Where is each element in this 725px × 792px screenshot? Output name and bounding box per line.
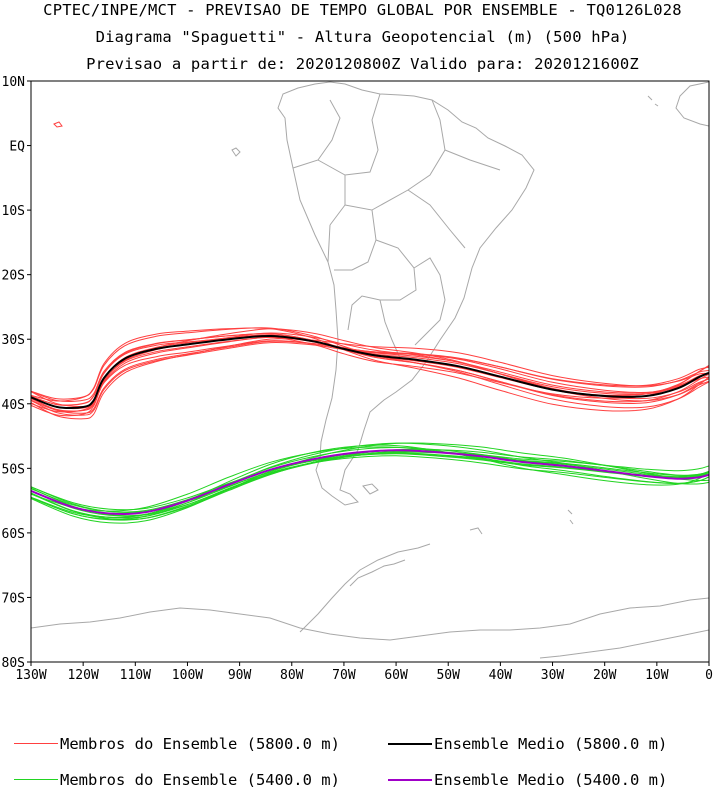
antarctic-coast-south — [539, 629, 709, 659]
antarctica-coastline — [31, 597, 709, 641]
legend-label-mean-5800: Ensemble Medio (5800.0 m) — [434, 735, 668, 753]
legend-mean-5800: Ensemble Medio (5800.0 m) — [388, 735, 667, 753]
mean-5400-line — [31, 449, 709, 516]
lon-label: 10W — [645, 668, 669, 683]
member-5800-line — [31, 338, 709, 420]
south-sandwich-islands — [567, 509, 574, 525]
lon-label: 130W — [15, 668, 46, 683]
country-borders — [292, 93, 501, 359]
member-5800-isolated-contour — [53, 121, 63, 128]
member-5800-line — [31, 333, 709, 404]
title-line-1: CPTEC/INPE/MCT - PREVISAO DE TEMPO GLOBA… — [43, 1, 682, 19]
member-5400-line — [31, 451, 709, 517]
member-5400-line — [31, 449, 709, 515]
lon-label: 110W — [120, 668, 151, 683]
falkland-islands — [362, 483, 379, 495]
member-5400-line — [31, 446, 709, 518]
member-5400-line — [31, 450, 709, 521]
lon-label: 120W — [67, 668, 98, 683]
title-line-2: Diagrama "Spaguetti" - Altura Geopotenci… — [95, 28, 630, 46]
galapagos-islands — [231, 147, 241, 157]
lon-label: 90W — [228, 668, 252, 683]
member-5800-line — [31, 327, 709, 409]
legend-label-mean-5400: Ensemble Medio (5400.0 m) — [434, 771, 668, 789]
member-5800-line — [31, 340, 709, 414]
member-5800-line — [31, 328, 709, 417]
lat-label: 20S — [2, 269, 25, 284]
legend-mean-5400: Ensemble Medio (5400.0 m) — [388, 771, 667, 789]
legend-swatch-red — [14, 743, 58, 744]
lon-label: 100W — [172, 668, 203, 683]
mean-5800-line — [31, 334, 709, 410]
legend-label-members-5400: Membros do Ensemble (5400.0 m) — [60, 771, 340, 789]
south-america-coastline — [277, 81, 535, 506]
lon-label: 50W — [436, 668, 460, 683]
member-5800-line — [31, 336, 709, 412]
south-georgia — [469, 527, 483, 535]
basemap-coastlines — [31, 81, 709, 659]
lat-label: 60S — [2, 527, 25, 542]
lat-label: 10N — [2, 75, 25, 90]
legend-swatch-green — [14, 779, 58, 780]
member-5800-line — [31, 332, 709, 412]
lon-label: 70W — [332, 668, 356, 683]
contour-lines — [31, 121, 709, 524]
lon-label: 30W — [541, 668, 565, 683]
member-5400-line — [31, 449, 709, 517]
legend-label-members-5800: Membros do Ensemble (5800.0 m) — [60, 735, 340, 753]
lat-label: EQ — [9, 140, 25, 155]
antarctic-peninsula-coastline — [299, 543, 431, 633]
lon-label: 20W — [593, 668, 617, 683]
lat-label: 40S — [2, 398, 25, 413]
member-5400-line — [31, 453, 709, 511]
lon-label: 80W — [280, 668, 304, 683]
title-line-3: Previsao a partir de: 2020120800Z Valido… — [86, 55, 639, 73]
map-frame — [30, 80, 710, 663]
lon-label: 0 — [705, 668, 713, 683]
africa-west-coast — [675, 81, 709, 127]
lat-label: 30S — [2, 333, 25, 348]
member-5800-line — [31, 327, 709, 412]
lon-label: 60W — [384, 668, 408, 683]
legend-swatch-black — [388, 742, 432, 745]
lat-label: 70S — [2, 591, 25, 606]
member-5400-line — [31, 452, 709, 513]
member-5400-line — [31, 452, 709, 519]
legend-members-5800: Membros do Ensemble (5800.0 m) — [14, 735, 340, 753]
lat-label: 10S — [2, 204, 25, 219]
legend-swatch-purple — [388, 778, 432, 781]
cabo-verde-islands — [647, 95, 659, 107]
lat-label: 80S — [2, 656, 25, 671]
member-5800-line — [31, 341, 709, 416]
lat-label: 50S — [2, 462, 25, 477]
lon-label: 40W — [489, 668, 513, 683]
legend-members-5400: Membros do Ensemble (5400.0 m) — [14, 771, 340, 789]
